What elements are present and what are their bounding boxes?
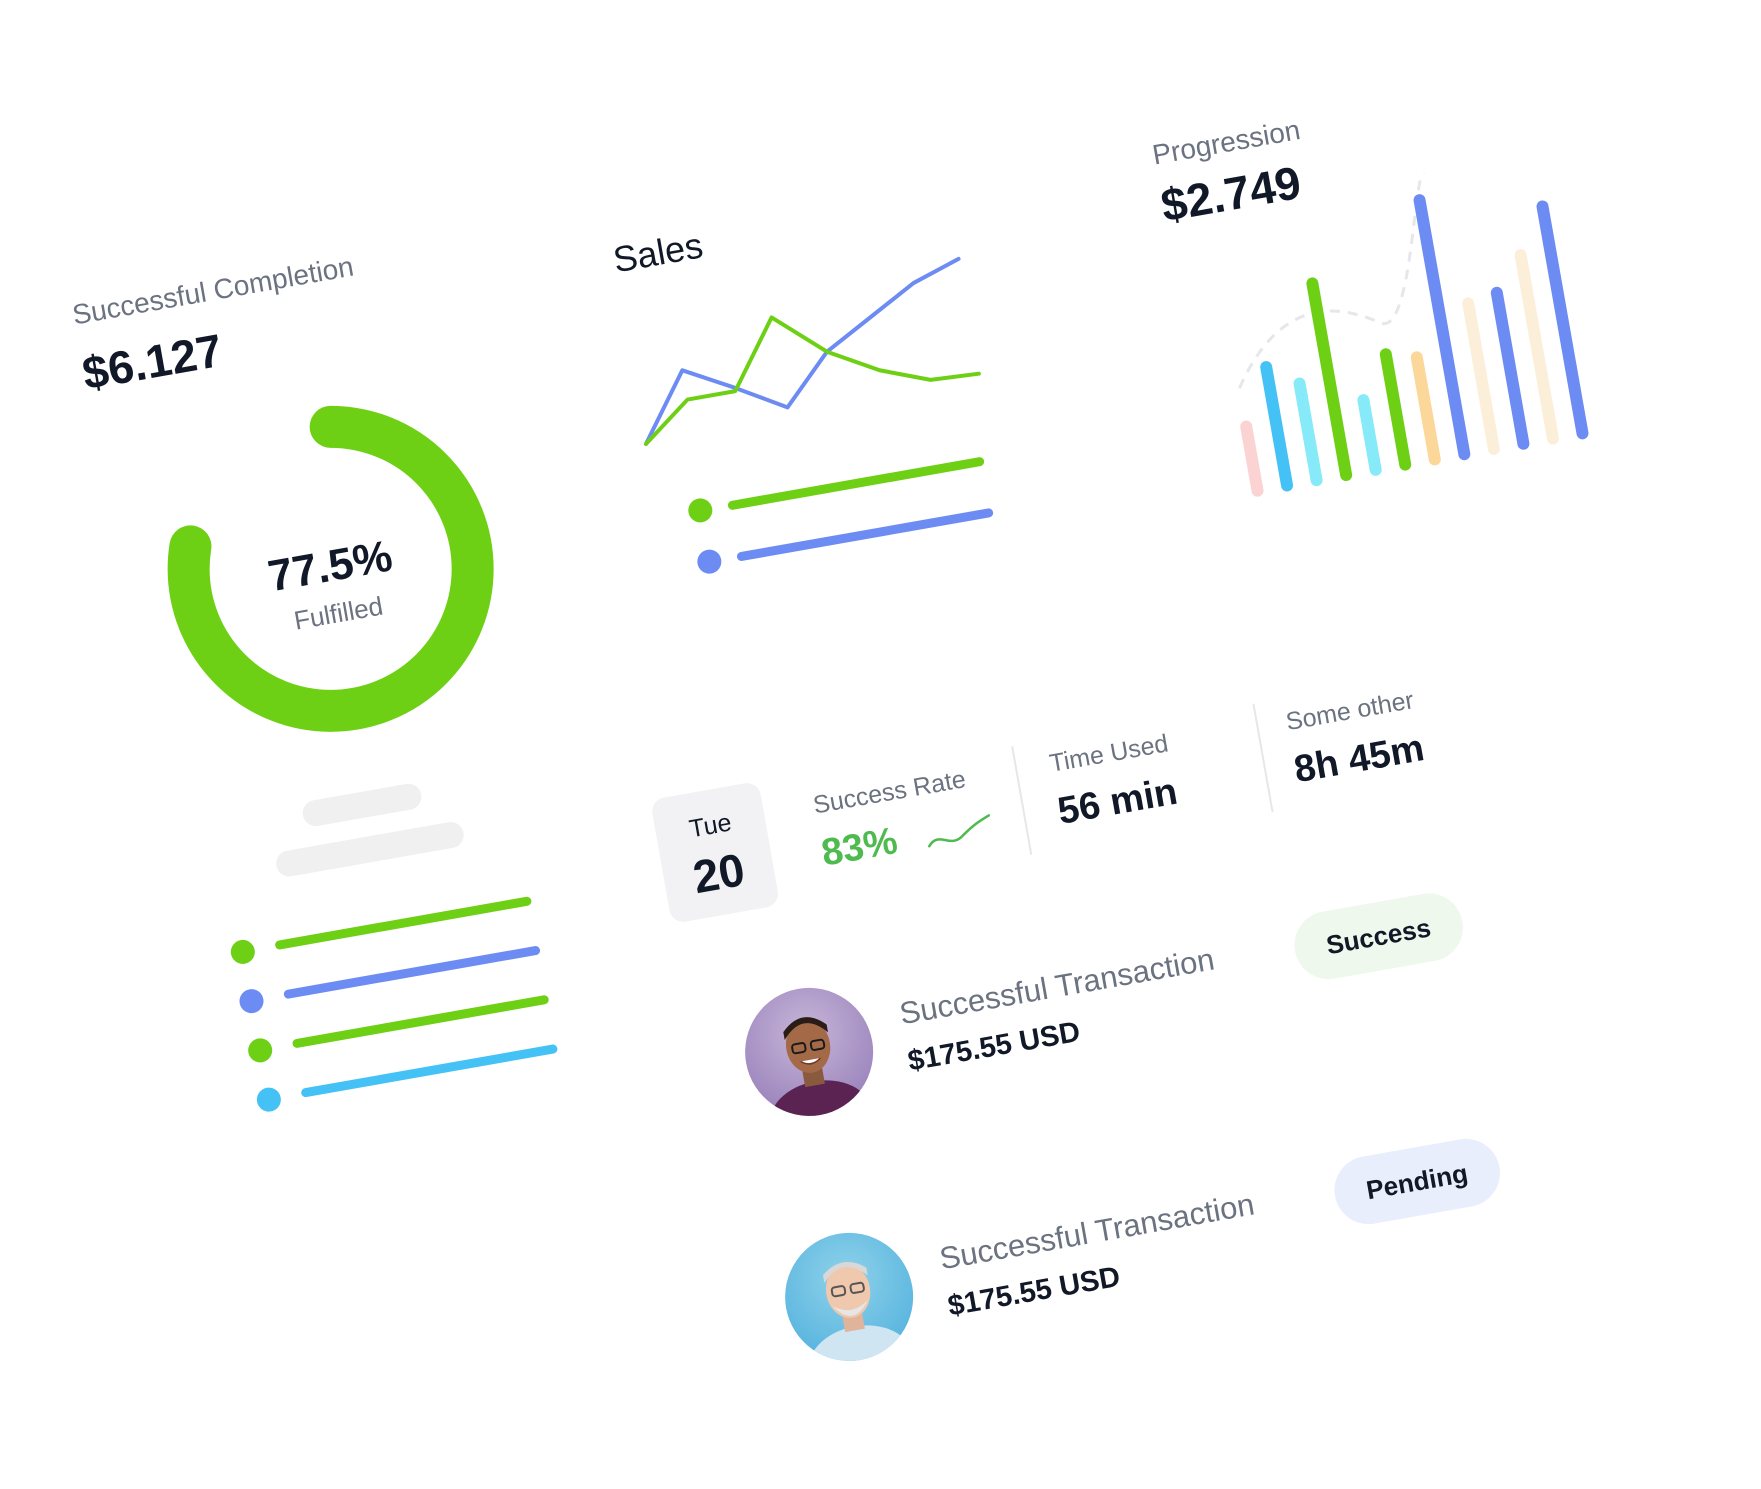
trend-sparkline-icon	[928, 814, 991, 848]
person-avatar-icon	[807, 1262, 915, 1372]
progression-bar-8	[1413, 194, 1471, 461]
progression-bar-7	[1410, 351, 1441, 466]
stat-divider	[1011, 746, 1033, 855]
sales-title: Sales	[610, 224, 706, 281]
progression-bar-11	[1514, 248, 1559, 445]
sales-series-line-1	[643, 315, 981, 446]
progression-bar-3	[1293, 377, 1323, 487]
legend-dot	[686, 496, 715, 525]
avatar	[735, 977, 884, 1127]
status-badge-pending: Pending	[1329, 1133, 1505, 1230]
progression-bar-5	[1357, 394, 1382, 476]
sales-series-line-0	[643, 256, 961, 446]
success-rate-value: 83%	[818, 820, 901, 875]
progression-bar-9	[1462, 297, 1500, 455]
progression-bar-6	[1379, 348, 1412, 471]
time-used-label: Time Used	[1047, 729, 1171, 778]
progression-bar-12	[1536, 200, 1589, 440]
legend-dot	[695, 547, 724, 576]
status-badge-success: Success	[1289, 888, 1468, 985]
date-number: 20	[689, 843, 749, 904]
person-avatar-icon	[769, 1017, 873, 1127]
legend-line	[727, 456, 985, 511]
progression-bar-1	[1240, 420, 1264, 497]
legend-line	[736, 507, 994, 562]
completion-donut	[167, 405, 494, 732]
date-box: Tue 20	[650, 780, 781, 925]
time-used-value: 56 min	[1054, 770, 1181, 833]
other-label: Some other	[1283, 686, 1416, 737]
stat-divider	[1252, 703, 1274, 813]
progression-bar-2	[1260, 361, 1294, 492]
other-value: 8h 45m	[1291, 727, 1428, 792]
progression-bar-10	[1490, 286, 1530, 450]
success-rate-label: Success Rate	[811, 765, 968, 820]
avatar	[775, 1222, 924, 1372]
progression-bar-4	[1306, 277, 1353, 482]
donut-progress-arc	[167, 405, 494, 732]
progression-bar-chart	[1238, 171, 1589, 497]
sales-line-chart	[643, 256, 981, 446]
